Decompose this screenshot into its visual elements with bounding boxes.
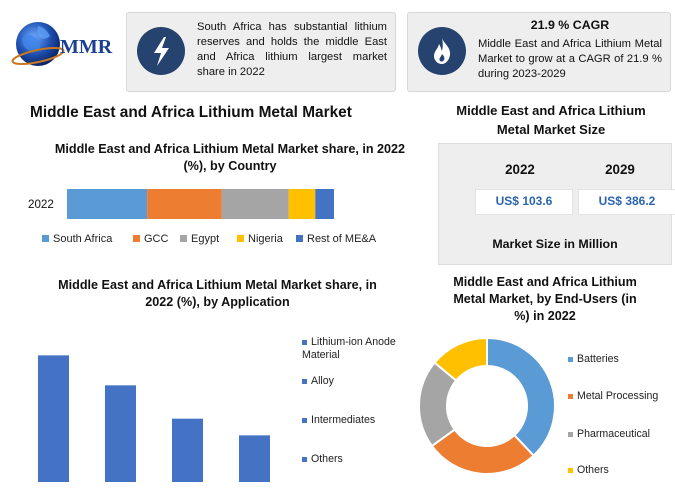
- info-box-reserves-text: South Africa has substantial lithium res…: [197, 21, 387, 78]
- legend-swatch: [296, 235, 303, 242]
- globe-icon: [11, 22, 65, 66]
- value-2022: US$ 103.6: [475, 189, 573, 215]
- legend-label: Rest of ME&A: [307, 233, 377, 245]
- market-size-footer: Market Size in Million: [492, 237, 618, 251]
- legend-label: Intermediates: [311, 414, 376, 426]
- application-bar-intermediates: [172, 418, 203, 482]
- end-users-donut-chart: [418, 336, 556, 475]
- donut-slice-others: [433, 336, 488, 382]
- legend-item-lithium-ion-anode-material: Lithium-ion Anode Material: [302, 336, 412, 362]
- legend-swatch: [568, 357, 573, 362]
- application-bar-others: [239, 435, 270, 482]
- country-category-label: 2022: [28, 198, 54, 211]
- info-box-cagr-text: Middle East and Africa Lithium Metal Mar…: [478, 38, 662, 80]
- legend-item-nigeria: Nigeria: [237, 233, 283, 245]
- application-bar-lithium-ion-anode-material: [38, 355, 69, 482]
- country-bar-egypt: [221, 189, 289, 219]
- legend-item-egypt: Egypt: [180, 233, 219, 245]
- legend-swatch: [302, 340, 307, 345]
- legend-swatch: [237, 235, 244, 242]
- legend-item-metal-processing: Metal Processing: [568, 390, 658, 402]
- value-2029: US$ 386.2: [578, 189, 675, 215]
- country-stacked-bar: [67, 189, 334, 219]
- legend-item-others: Others: [302, 453, 412, 466]
- market-size-panel: 2022 2029 US$ 103.6 US$ 386.2 Market Siz…: [438, 143, 675, 265]
- legend-item-batteries: Batteries: [568, 353, 619, 365]
- lightning-icon: [137, 27, 185, 75]
- legend-swatch: [568, 468, 573, 473]
- legend-label: Egypt: [191, 233, 220, 245]
- year-2029: 2029: [605, 162, 635, 177]
- legend-label: Others: [311, 453, 343, 465]
- legend-item-others: Others: [568, 464, 609, 476]
- legend-swatch: [302, 457, 307, 462]
- legend-item-gcc: GCC: [133, 233, 168, 245]
- country-bar-nigeria: [288, 189, 316, 219]
- year-2022: 2022: [505, 162, 535, 177]
- legend-item-pharmaceutical: Pharmaceutical: [568, 428, 650, 440]
- page-title: Middle East and Africa Lithium Metal Mar…: [30, 104, 352, 121]
- donut-slice-batteries: [486, 336, 556, 457]
- legend-label: Batteries: [577, 353, 619, 365]
- legend-item-rest-of-me-a: Rest of ME&A: [296, 233, 376, 245]
- legend-swatch: [302, 418, 307, 423]
- legend-label: Others: [577, 464, 609, 476]
- info-box-cagr: 21.9 % CAGR Middle East and Africa Lithi…: [407, 12, 671, 92]
- legend-label: South Africa: [53, 233, 113, 245]
- legend-swatch: [302, 379, 307, 384]
- country-chart-title: Middle East and Africa Lithium Metal Mar…: [54, 142, 406, 173]
- legend-swatch: [568, 432, 573, 437]
- legend-swatch: [180, 235, 187, 242]
- legend-label: Pharmaceutical: [577, 428, 651, 440]
- end-users-chart-title: Middle East and Africa Lithium Metal Mar…: [453, 275, 637, 323]
- legend-label: Metal Processing: [577, 390, 659, 402]
- logo: MMR: [8, 14, 133, 76]
- legend-item-intermediates: Intermediates: [302, 414, 412, 427]
- legend-swatch: [42, 235, 49, 242]
- legend-label: Nigeria: [248, 233, 283, 245]
- application-bar-chart: [38, 355, 270, 482]
- legend-item-south-africa: South Africa: [42, 233, 112, 245]
- flame-icon: [418, 27, 466, 75]
- logo-text: MMR: [60, 36, 113, 58]
- country-bar-south-africa: [67, 189, 148, 219]
- legend-swatch: [133, 235, 140, 242]
- application-bar-alloy: [105, 385, 136, 482]
- info-box-cagr-title: 21.9 % CAGR: [530, 18, 610, 32]
- market-size-title: Middle East and Africa Lithium Metal Mar…: [456, 103, 646, 137]
- legend-label: GCC: [144, 233, 169, 245]
- country-bar-rest-of-me-a: [315, 189, 334, 219]
- legend-label: Alloy: [311, 375, 334, 387]
- legend-label: Lithium-ion Anode Material: [302, 336, 396, 361]
- legend-swatch: [568, 394, 573, 399]
- info-box-reserves: South Africa has substantial lithium res…: [126, 12, 396, 92]
- application-chart-title: Middle East and Africa Lithium Metal Mar…: [58, 278, 377, 309]
- legend-item-alloy: Alloy: [302, 375, 412, 388]
- country-bar-gcc: [147, 189, 222, 219]
